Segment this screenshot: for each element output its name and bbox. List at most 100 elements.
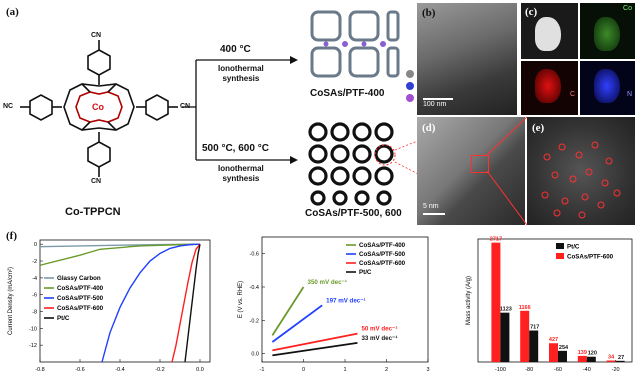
ptf-500-600-framework	[305, 120, 471, 206]
mass-value-label-pt-c: 1123	[500, 307, 512, 313]
tafel-xtick-label: -1	[260, 367, 265, 373]
haadf-image-e: (e)	[527, 117, 635, 225]
eds-co-map: Co	[580, 3, 635, 59]
lsv-legend-label-cosas-ptf-400: CoSAs/PTF-400	[57, 285, 104, 292]
cobalt-atom-label: Co	[92, 102, 104, 112]
mass-value-label-cosas-ptf-600: 139	[578, 350, 587, 356]
eds-co-label: Co	[623, 5, 632, 12]
tafel-line-cosas-ptf-600	[272, 332, 358, 352]
mass-legend-swatch-cosas-ptf-600	[556, 253, 564, 259]
mass-legend-swatch-pt-c	[556, 243, 564, 249]
tafel-xtick-label: 3	[426, 367, 429, 373]
product-bottom: CoSAs/PTF-500, 600	[305, 208, 402, 219]
scale-text-d: 5 nm	[423, 203, 439, 210]
tem-image-b: (b) 100 nm	[417, 3, 517, 115]
lsv-ytick-label: -6	[32, 293, 37, 299]
method-top-line1: Ionothermal	[218, 64, 264, 73]
mass-bar-cosas-ptf-600	[549, 343, 558, 362]
tafel-xtick-label: 2	[385, 367, 388, 373]
tafel-ytick-label: 0.0	[251, 352, 259, 358]
lsv-xtick-label: -0.6	[75, 367, 84, 373]
method-top-line2: synthesis	[222, 74, 260, 83]
mass-xtick-label: -60	[554, 367, 562, 373]
lsv-legend-label-cosas-ptf-600: CoSAs/PTF-600	[57, 305, 104, 312]
mass-bar-cosas-ptf-600	[491, 242, 501, 362]
mass-bar-pt-c	[586, 356, 596, 362]
mass-bar-cosas-ptf-600	[520, 310, 530, 362]
lsv-ytick-label: -2	[32, 259, 37, 265]
scale-bar-d	[423, 213, 445, 215]
mass-value-label-cosas-ptf-600: 427	[549, 337, 558, 343]
lsv-line-cosas-ptf-500	[101, 243, 201, 363]
chart-lsv: -0.8 -0.6 -0.4 -0.2 0.0 0 -2 -4 -6 -8 -10 -12 Curren…	[8, 239, 211, 373]
lsv-xtick-label: 0.0	[196, 367, 204, 373]
product-top: CoSAs/PTF-400	[310, 88, 385, 99]
mass-legend-label-cosas-ptf-600: CoSAs/PTF-600	[567, 254, 614, 261]
tafel-ytick-label: -0.6	[250, 252, 259, 258]
tafel-line-pt-c	[272, 341, 358, 357]
mass-value-label-cosas-ptf-600: 1166	[519, 305, 531, 311]
mass-ylabel: Mass activity (A/g)	[466, 276, 472, 325]
mass-value-label-pt-c: 120	[588, 351, 597, 357]
lsv-legend-label-cosas-ptf-500: CoSAs/PTF-500	[57, 295, 104, 302]
arrow-head-bottom	[290, 156, 298, 164]
hrtem-image-d: (d) 5 nm	[417, 117, 525, 225]
cn-label-right: CN	[180, 103, 191, 110]
lsv-legend-label-glassy-carbon: Glassy Carbon	[57, 275, 101, 282]
mass-xtick-label: -20	[612, 367, 620, 373]
temp-bottom: 500 °C, 600 °C	[202, 143, 269, 154]
tafel-ytick-label: -0.4	[250, 285, 259, 291]
ptf-400-framework	[307, 6, 400, 82]
molecule-name: Co-TPPCN	[65, 206, 121, 218]
panel-label-c: (c)	[525, 6, 538, 18]
tafel-annotation-pt-c: 33 mV dec⁻¹	[361, 335, 397, 342]
mass-bar-pt-c	[529, 330, 539, 362]
tafel-line-cosas-ptf-500	[271, 304, 323, 343]
mass-bar-cosas-ptf-600	[577, 355, 587, 362]
tafel-legend-label-cosas-ptf-600: CoSAs/PTF-600	[359, 260, 406, 267]
mass-xtick-label: -80	[525, 367, 533, 373]
panel-label-e: (e)	[532, 122, 545, 134]
zoom-box	[471, 155, 489, 173]
panel-label-a: (a)	[6, 6, 19, 18]
haadf-particle	[535, 17, 561, 51]
method-top: Ionothermal synthesis	[218, 64, 264, 84]
mass-value-label-pt-c: 27	[618, 355, 624, 361]
single-atom-circles	[541, 141, 621, 219]
lsv-ytick-label: -12	[29, 343, 37, 349]
mass-bar-cosas-ptf-600	[606, 360, 616, 362]
mass-legend-label-pt-c: Pt/C	[567, 244, 580, 251]
atom-legend	[406, 70, 414, 102]
mass-bar-pt-c	[500, 312, 510, 362]
tafel-xtick-label: 0	[302, 367, 305, 373]
mass-value-label-pt-c: 717	[530, 325, 539, 331]
tafel-xtick-label: 1	[343, 367, 346, 373]
lsv-ylabel: Current Density (mA/cm²)	[8, 267, 14, 335]
panel-label-f: (f)	[6, 230, 17, 242]
mass-value-label-cosas-ptf-600: 2717	[490, 237, 502, 243]
temp-top: 400 °C	[220, 44, 251, 55]
lsv-line-cosas-ptf-600	[171, 243, 201, 363]
lsv-frame	[39, 239, 211, 363]
scale-bar-b	[423, 98, 453, 100]
tafel-legend-label-cosas-ptf-400: CoSAs/PTF-400	[359, 242, 406, 249]
method-bottom-line2: synthesis	[222, 174, 260, 183]
mass-value-label-pt-c: 254	[559, 345, 569, 351]
mass-xtick-label: -100	[495, 367, 506, 373]
lsv-ytick-label: -8	[32, 310, 37, 316]
mass-bar-pt-c	[558, 350, 567, 362]
c-map-signal	[535, 69, 561, 103]
scheme-svg: Co	[20, 6, 471, 206]
cn-label-top: CN	[91, 32, 102, 39]
eds-n-label: N	[626, 91, 632, 98]
nc-label-left: NC	[3, 103, 14, 110]
tafel-ytick-label: -0.2	[250, 318, 259, 324]
tafel-annotation-cosas-ptf-500: 197 mV dec⁻¹	[326, 297, 365, 304]
co-map-signal	[594, 17, 620, 51]
panel-label-d: (d)	[422, 122, 436, 134]
tafel-ylabel: E (V vs. RHE)	[238, 281, 244, 318]
eds-c-label: C	[569, 91, 575, 98]
eds-c-map: C	[521, 61, 578, 115]
panel-label-b: (b)	[422, 7, 436, 19]
